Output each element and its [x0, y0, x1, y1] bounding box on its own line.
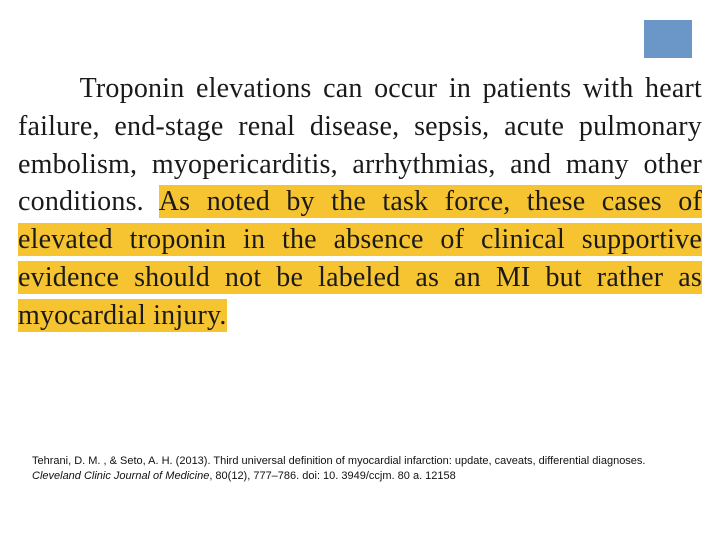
citation-title: Third universal definition of myocardial…	[213, 455, 645, 467]
corner-accent	[644, 20, 692, 58]
citation-vol-pages-doi: , 80(12), 777–786. doi: 10. 3949/ccjm. 8…	[209, 470, 455, 482]
excerpt-paragraph: Troponin elevations can occur in patient…	[18, 70, 702, 335]
citation-authors-year: Tehrani, D. M. , & Seto, A. H. (2013).	[32, 455, 213, 467]
citation-journal: Cleveland Clinic Journal of Medicine	[32, 470, 209, 482]
citation: Tehrani, D. M. , & Seto, A. H. (2013). T…	[32, 454, 692, 484]
slide: Troponin elevations can occur in patient…	[0, 0, 720, 540]
excerpt-highlight-1: As noted by the task force, these cases	[159, 185, 679, 218]
